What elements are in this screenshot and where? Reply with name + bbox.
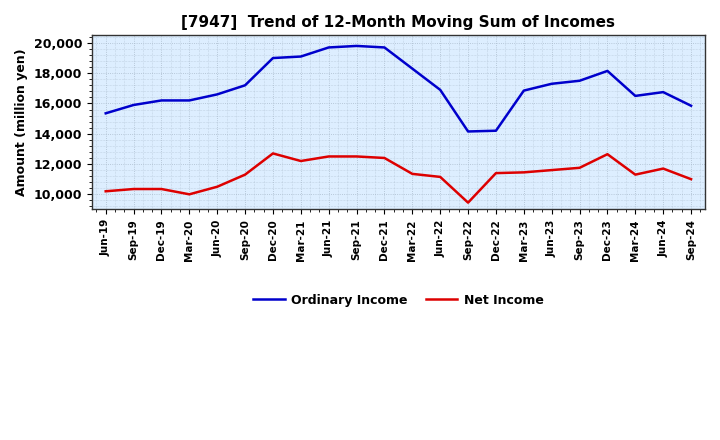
Net Income [436,174,444,180]
Y-axis label: Amount (million yen): Amount (million yen) [15,48,28,196]
Net Income [464,200,472,205]
Ordinary Income [352,43,361,48]
Ordinary Income [520,88,528,93]
Net Income [520,170,528,175]
Net Income [213,184,222,189]
Net Income [575,165,584,170]
Line: Ordinary Income: Ordinary Income [106,46,691,132]
Ordinary Income [102,111,110,116]
Net Income [659,166,667,171]
Ordinary Income [659,89,667,95]
Net Income [130,187,138,192]
Net Income [352,154,361,159]
Ordinary Income [185,98,194,103]
Net Income [380,155,389,161]
Ordinary Income [380,45,389,50]
Net Income [325,154,333,159]
Title: [7947]  Trend of 12-Month Moving Sum of Incomes: [7947] Trend of 12-Month Moving Sum of I… [181,15,616,30]
Ordinary Income [240,83,249,88]
Ordinary Income [687,103,696,108]
Net Income [240,172,249,177]
Ordinary Income [464,129,472,134]
Net Income [269,151,277,156]
Line: Net Income: Net Income [106,154,691,203]
Net Income [631,172,639,177]
Net Income [547,168,556,173]
Net Income [102,189,110,194]
Net Income [185,192,194,197]
Ordinary Income [492,128,500,133]
Net Income [603,151,612,157]
Legend: Ordinary Income, Net Income: Ordinary Income, Net Income [248,289,549,312]
Net Income [687,176,696,182]
Ordinary Income [130,103,138,108]
Ordinary Income [157,98,166,103]
Ordinary Income [631,93,639,99]
Net Income [492,170,500,176]
Ordinary Income [547,81,556,86]
Ordinary Income [213,92,222,97]
Net Income [157,187,166,192]
Ordinary Income [297,54,305,59]
Net Income [408,171,417,176]
Ordinary Income [408,66,417,71]
Ordinary Income [436,87,444,92]
Ordinary Income [603,68,612,73]
Ordinary Income [269,55,277,61]
Net Income [297,158,305,164]
Ordinary Income [575,78,584,84]
Ordinary Income [325,45,333,50]
